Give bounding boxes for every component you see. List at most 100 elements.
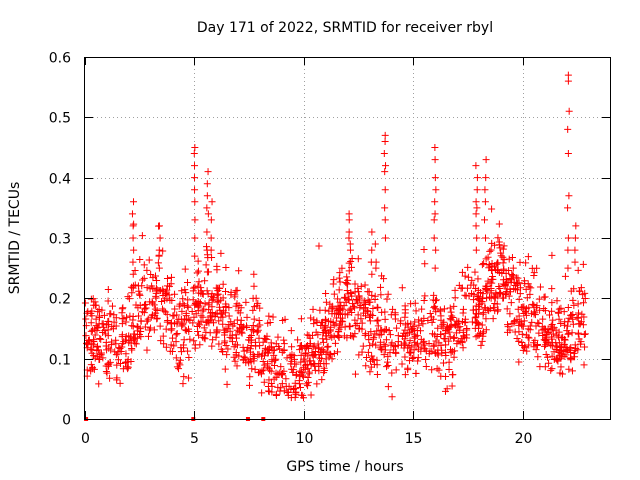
data-point — [110, 318, 118, 326]
data-point — [232, 348, 240, 356]
data-point — [94, 343, 102, 351]
data-point — [175, 359, 183, 367]
data-point — [204, 210, 212, 218]
data-point — [384, 290, 392, 298]
data-point — [349, 300, 357, 308]
data-point — [118, 331, 126, 339]
data-point — [364, 348, 372, 356]
data-point — [134, 323, 142, 331]
data-point — [421, 260, 429, 268]
data-point — [129, 284, 137, 292]
data-point — [338, 317, 346, 325]
data-point — [172, 331, 180, 339]
data-point — [364, 308, 372, 316]
data-point — [381, 131, 389, 139]
data-point — [190, 150, 198, 158]
data-point — [340, 293, 348, 301]
data-point — [315, 242, 323, 250]
data-point — [146, 298, 154, 306]
data-point — [222, 302, 230, 310]
data-point — [228, 334, 236, 342]
data-point — [226, 327, 234, 335]
data-point — [158, 297, 166, 305]
data-point — [495, 238, 503, 246]
data-point — [322, 317, 330, 325]
data-point — [219, 307, 227, 315]
data-point — [227, 288, 235, 296]
data-point — [159, 247, 167, 255]
data-point — [369, 340, 377, 348]
data-point — [365, 313, 373, 321]
data-point — [246, 381, 254, 389]
data-point — [545, 359, 553, 367]
data-point — [197, 284, 205, 292]
data-point — [527, 310, 535, 318]
data-point — [381, 186, 389, 194]
data-point — [135, 312, 143, 320]
data-point — [131, 267, 139, 275]
data-point — [515, 337, 523, 345]
data-point — [472, 319, 480, 327]
data-point — [430, 216, 438, 224]
data-point — [250, 270, 258, 278]
data-point — [171, 305, 179, 313]
data-point — [217, 249, 225, 257]
data-point — [474, 332, 482, 340]
data-point — [102, 367, 110, 375]
data-point — [191, 162, 199, 170]
data-point — [499, 245, 507, 253]
data-point — [372, 341, 380, 349]
data-point — [482, 315, 490, 323]
data-point — [278, 380, 286, 388]
x-tick-label: 10 — [296, 431, 314, 447]
data-point — [128, 289, 136, 297]
data-point — [311, 366, 319, 374]
data-point — [287, 327, 295, 335]
data-point — [330, 290, 338, 298]
data-point — [297, 391, 305, 399]
data-point — [303, 343, 311, 351]
data-point — [102, 342, 110, 350]
data-point — [451, 294, 459, 302]
data-point — [118, 305, 126, 313]
y-tick-label: 0.6 — [49, 51, 71, 67]
data-point — [539, 315, 547, 323]
data-point — [268, 356, 276, 364]
data-point — [543, 329, 551, 337]
data-point — [581, 294, 589, 302]
data-point — [203, 204, 211, 212]
data-point — [440, 305, 448, 313]
data-point — [122, 350, 130, 358]
data-point — [451, 347, 459, 355]
plot-frame — [84, 57, 611, 420]
data-point — [549, 330, 557, 338]
data-point — [485, 293, 493, 301]
data-point — [289, 366, 297, 374]
data-point — [183, 302, 191, 310]
data-point — [443, 324, 451, 332]
data-point — [422, 355, 430, 363]
data-point — [575, 287, 583, 295]
data-point — [368, 291, 376, 299]
data-point — [508, 272, 516, 280]
data-point — [339, 314, 347, 322]
chart-title: Day 171 of 2022, SRMTID for receiver rby… — [197, 20, 493, 36]
data-point — [334, 331, 342, 339]
data-point — [345, 234, 353, 242]
data-point — [412, 369, 420, 377]
data-point — [104, 326, 112, 334]
data-point — [484, 253, 492, 261]
data-point — [168, 348, 176, 356]
data-point — [141, 305, 149, 313]
data-point — [323, 343, 331, 351]
data-point — [303, 380, 311, 388]
data-point — [381, 137, 389, 145]
data-point — [211, 313, 219, 321]
data-point — [581, 330, 589, 338]
data-point — [557, 304, 565, 312]
data-point — [155, 287, 163, 295]
data-point — [343, 273, 351, 281]
data-point — [128, 346, 136, 354]
data-point — [97, 349, 105, 357]
data-point — [553, 355, 561, 363]
